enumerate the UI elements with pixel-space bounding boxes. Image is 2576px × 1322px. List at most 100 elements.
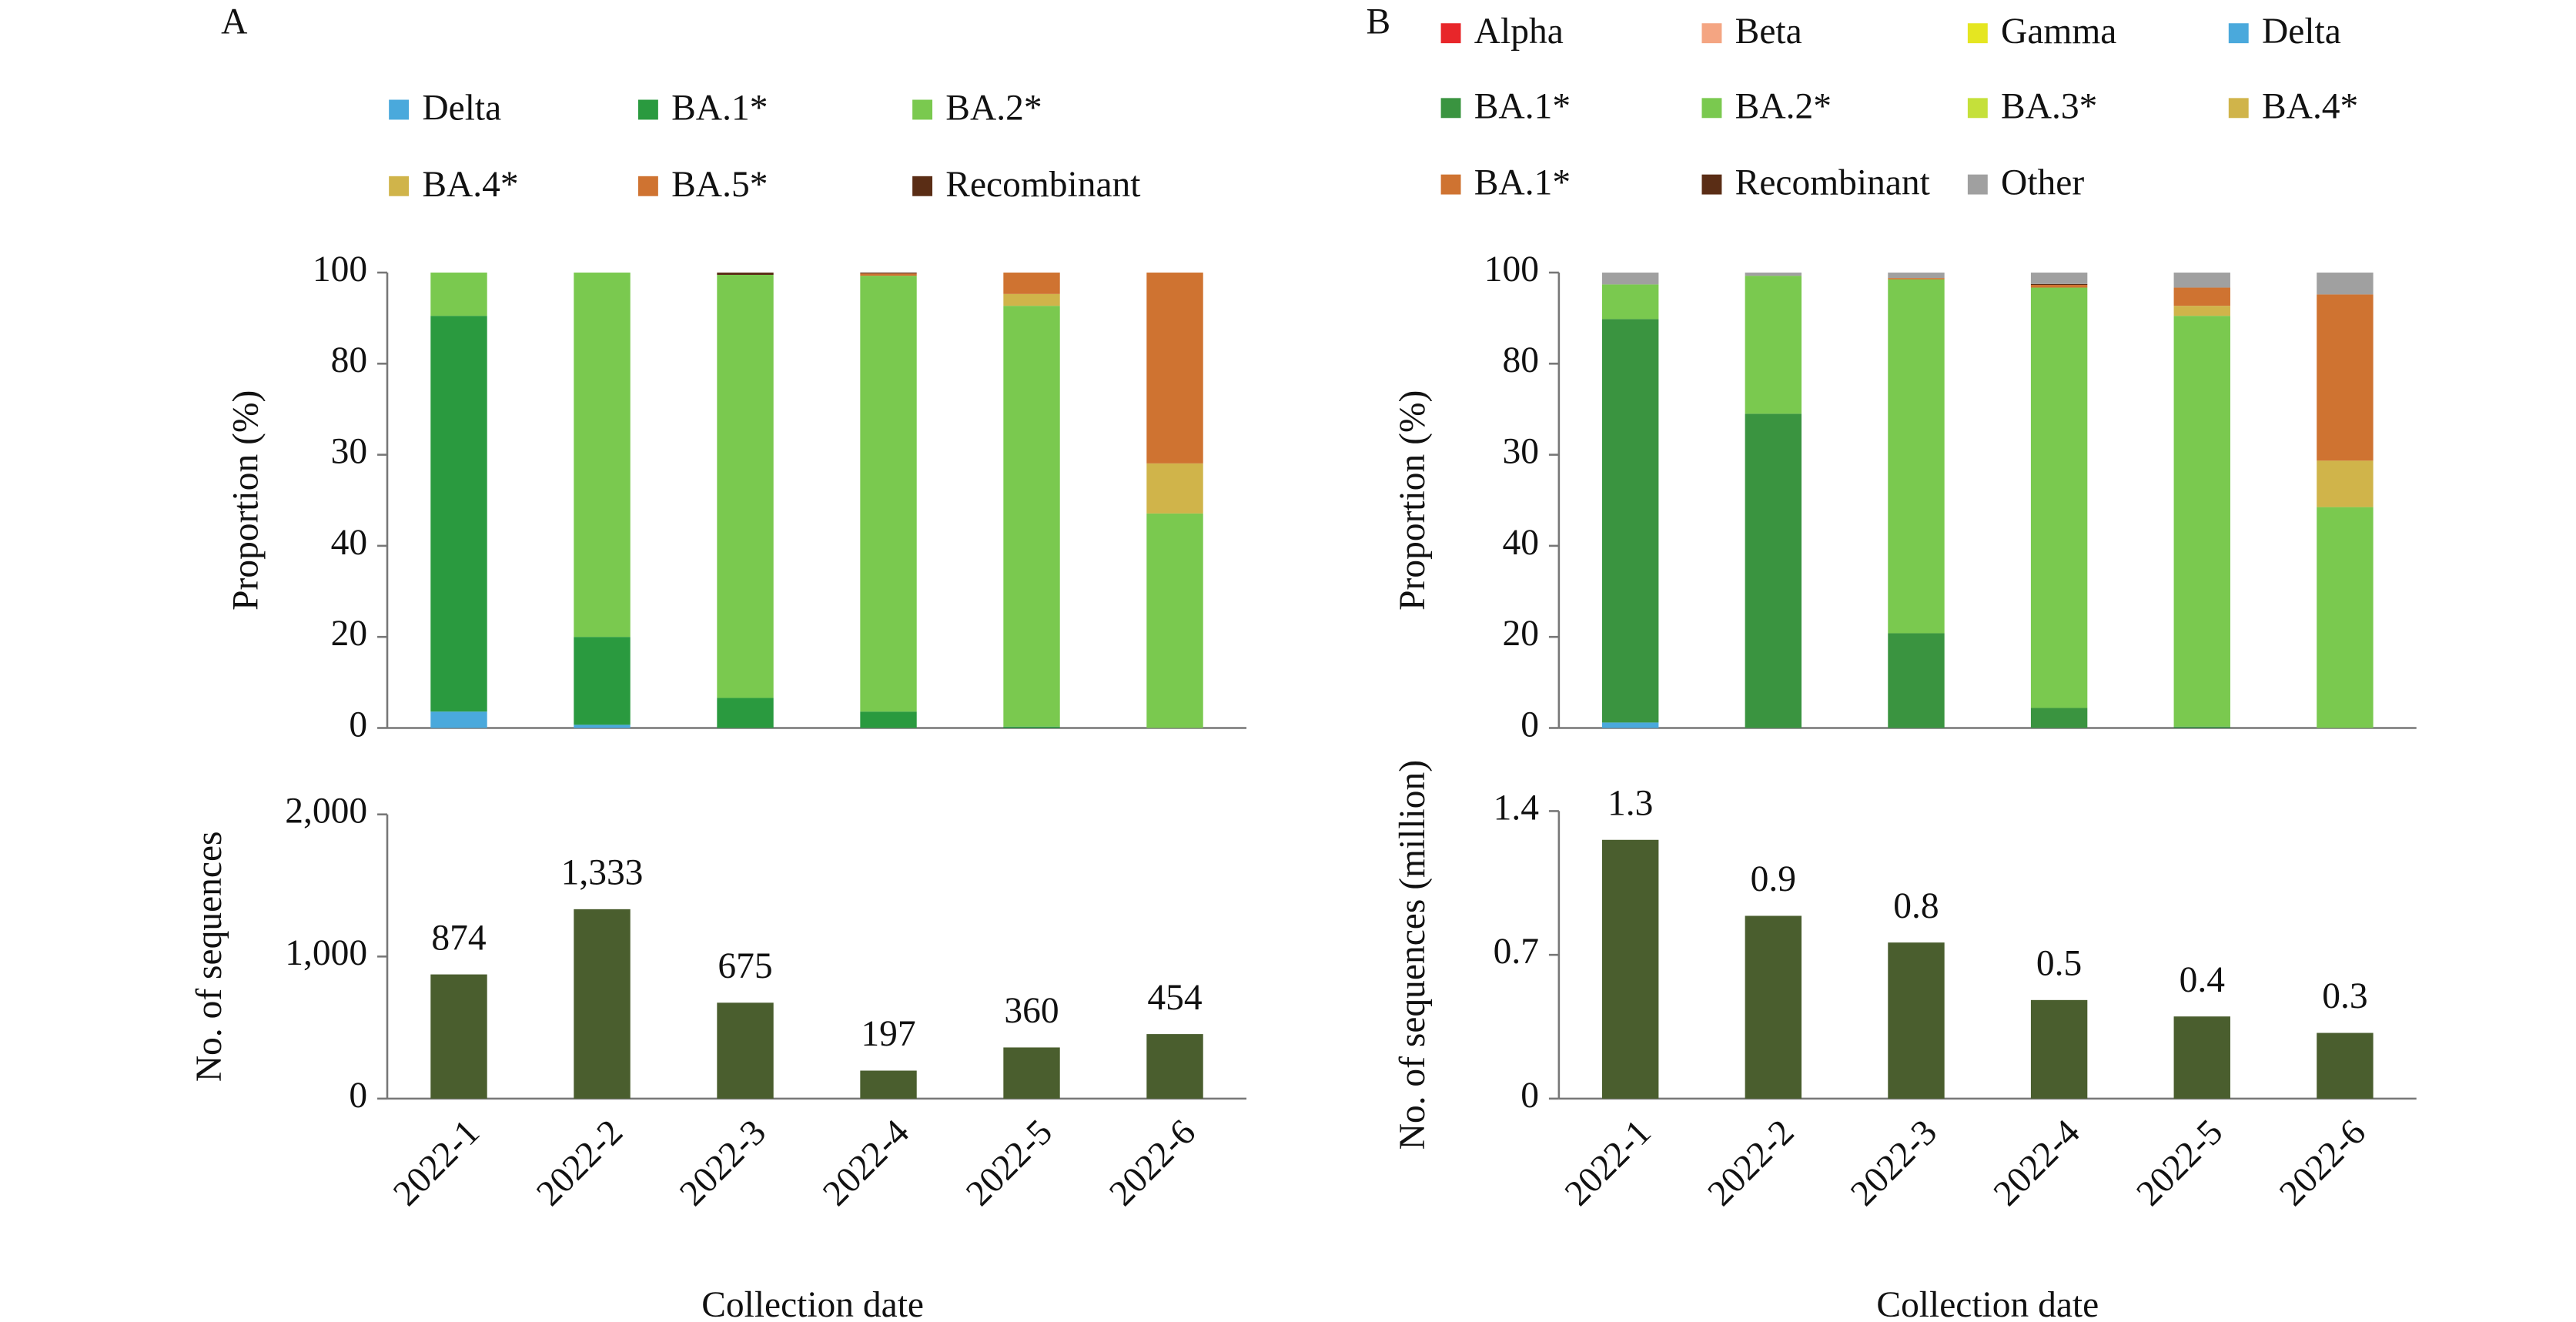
bar-segment xyxy=(717,274,774,698)
y-axis-label: No. of sequences xyxy=(189,831,229,1082)
legend-swatch xyxy=(1967,98,1988,119)
legend-label: BA.1* xyxy=(671,89,768,129)
bar xyxy=(2317,1032,2374,1099)
bar xyxy=(717,1002,774,1099)
x-tick-label: 2022-4 xyxy=(1986,1112,2088,1213)
legend-label: Delta xyxy=(422,89,501,129)
legend-swatch xyxy=(2228,98,2249,119)
bar-segment xyxy=(1146,273,1203,464)
x-tick-label: 2022-2 xyxy=(1701,1112,1802,1213)
value-label: 1,333 xyxy=(561,853,644,893)
bar-segment xyxy=(430,316,487,712)
value-label: 0.5 xyxy=(2036,944,2082,984)
legend-swatch xyxy=(389,99,410,120)
bar-segment xyxy=(2030,284,2088,288)
legend-swatch xyxy=(1440,98,1461,119)
bar-segment xyxy=(2317,507,2374,728)
legend-label: BA.2* xyxy=(945,89,1042,129)
bar-segment xyxy=(1003,293,1060,306)
legend-swatch xyxy=(389,176,410,196)
value-label: 0.4 xyxy=(2180,960,2225,1000)
y-tick-label: 0 xyxy=(1521,1076,1539,1116)
value-label: 675 xyxy=(718,946,772,986)
x-tick-label: 2022-3 xyxy=(672,1112,774,1213)
legend-swatch xyxy=(2228,23,2249,44)
bar-segment xyxy=(2317,294,2374,461)
x-tick-label: 2022-4 xyxy=(815,1112,917,1213)
legend-swatch xyxy=(637,99,658,120)
bar-segment xyxy=(1745,413,1802,728)
value-label: 874 xyxy=(431,918,486,958)
bar-segment xyxy=(430,273,487,316)
legend-label: Alpha xyxy=(1474,12,1564,52)
legend-swatch xyxy=(912,99,933,120)
legend-swatch xyxy=(1440,174,1461,195)
bar-segment xyxy=(574,637,631,725)
bar-segment xyxy=(1003,306,1060,727)
y-tick-label: 30 xyxy=(331,432,367,472)
x-axis-label: Collection date xyxy=(1876,1285,2099,1322)
value-label: 0.9 xyxy=(1751,859,1796,899)
x-tick-label: 2022-6 xyxy=(1102,1112,1203,1213)
y-axis-label: Proportion (%) xyxy=(226,390,266,611)
legend-label: BA.3* xyxy=(2001,86,2097,126)
y-tick-label: 100 xyxy=(313,249,367,290)
bar-segment xyxy=(2173,306,2230,316)
x-tick-label: 2022-5 xyxy=(2129,1112,2230,1213)
value-label: 0.3 xyxy=(2322,976,2367,1016)
x-tick-label: 2022-1 xyxy=(386,1112,487,1213)
y-tick-label: 1,000 xyxy=(285,933,367,973)
bar xyxy=(1003,1047,1060,1099)
bar-segment xyxy=(860,711,917,728)
legend-label: Other xyxy=(2001,163,2084,203)
x-tick-label: 2022-3 xyxy=(1843,1112,1945,1213)
x-axis-label: Collection date xyxy=(701,1285,924,1322)
panel-label: A xyxy=(221,2,247,42)
bar-segment xyxy=(1601,273,1659,285)
bar-segment xyxy=(2030,708,2088,728)
y-tick-label: 2,000 xyxy=(285,792,367,832)
y-tick-label: 1.4 xyxy=(1494,788,1539,828)
bar xyxy=(1601,839,1659,1099)
bar-segment xyxy=(1003,273,1060,294)
bar-segment xyxy=(2173,273,2230,288)
y-tick-label: 20 xyxy=(1502,614,1538,654)
panel-label: B xyxy=(1366,2,1390,42)
legend-label: Delta xyxy=(2262,12,2341,52)
value-label: 1.3 xyxy=(1607,784,1653,824)
x-tick-label: 2022-2 xyxy=(529,1112,631,1213)
bar xyxy=(1888,942,1945,1099)
value-label: 360 xyxy=(1004,991,1059,1031)
bar-segment xyxy=(1888,278,1945,279)
legend-label: Beta xyxy=(1735,12,1802,52)
value-label: 454 xyxy=(1147,978,1202,1018)
bar-segment xyxy=(1888,273,1945,279)
bar xyxy=(2173,1016,2230,1099)
legend-label: Recombinant xyxy=(945,165,1140,205)
bar-segment xyxy=(1601,722,1659,728)
legend-swatch xyxy=(1701,23,1722,44)
legend-label: BA.4* xyxy=(2262,86,2358,126)
bar-segment xyxy=(1601,319,1659,723)
bar-segment xyxy=(1888,279,1945,634)
legend-label: BA.5* xyxy=(671,165,768,205)
bar-segment xyxy=(1003,726,1060,728)
bar-segment xyxy=(717,698,774,728)
bar-segment xyxy=(1601,284,1659,320)
y-tick-label: 20 xyxy=(331,614,367,654)
value-label: 197 xyxy=(861,1014,915,1054)
bar xyxy=(1745,915,1802,1099)
bar-segment xyxy=(1745,276,1802,414)
y-tick-label: 80 xyxy=(331,340,367,380)
bar-segment xyxy=(2317,460,2374,507)
bar xyxy=(574,909,631,1099)
legend-swatch xyxy=(1701,98,1722,119)
legend-swatch xyxy=(1967,23,1988,44)
bar xyxy=(430,974,487,1099)
bar-segment xyxy=(2030,283,2088,285)
x-tick-label: 2022-6 xyxy=(2272,1112,2374,1213)
y-tick-label: 0 xyxy=(349,705,367,745)
y-tick-label: 0 xyxy=(349,1076,367,1116)
legend-label: BA.2* xyxy=(1735,86,1832,126)
